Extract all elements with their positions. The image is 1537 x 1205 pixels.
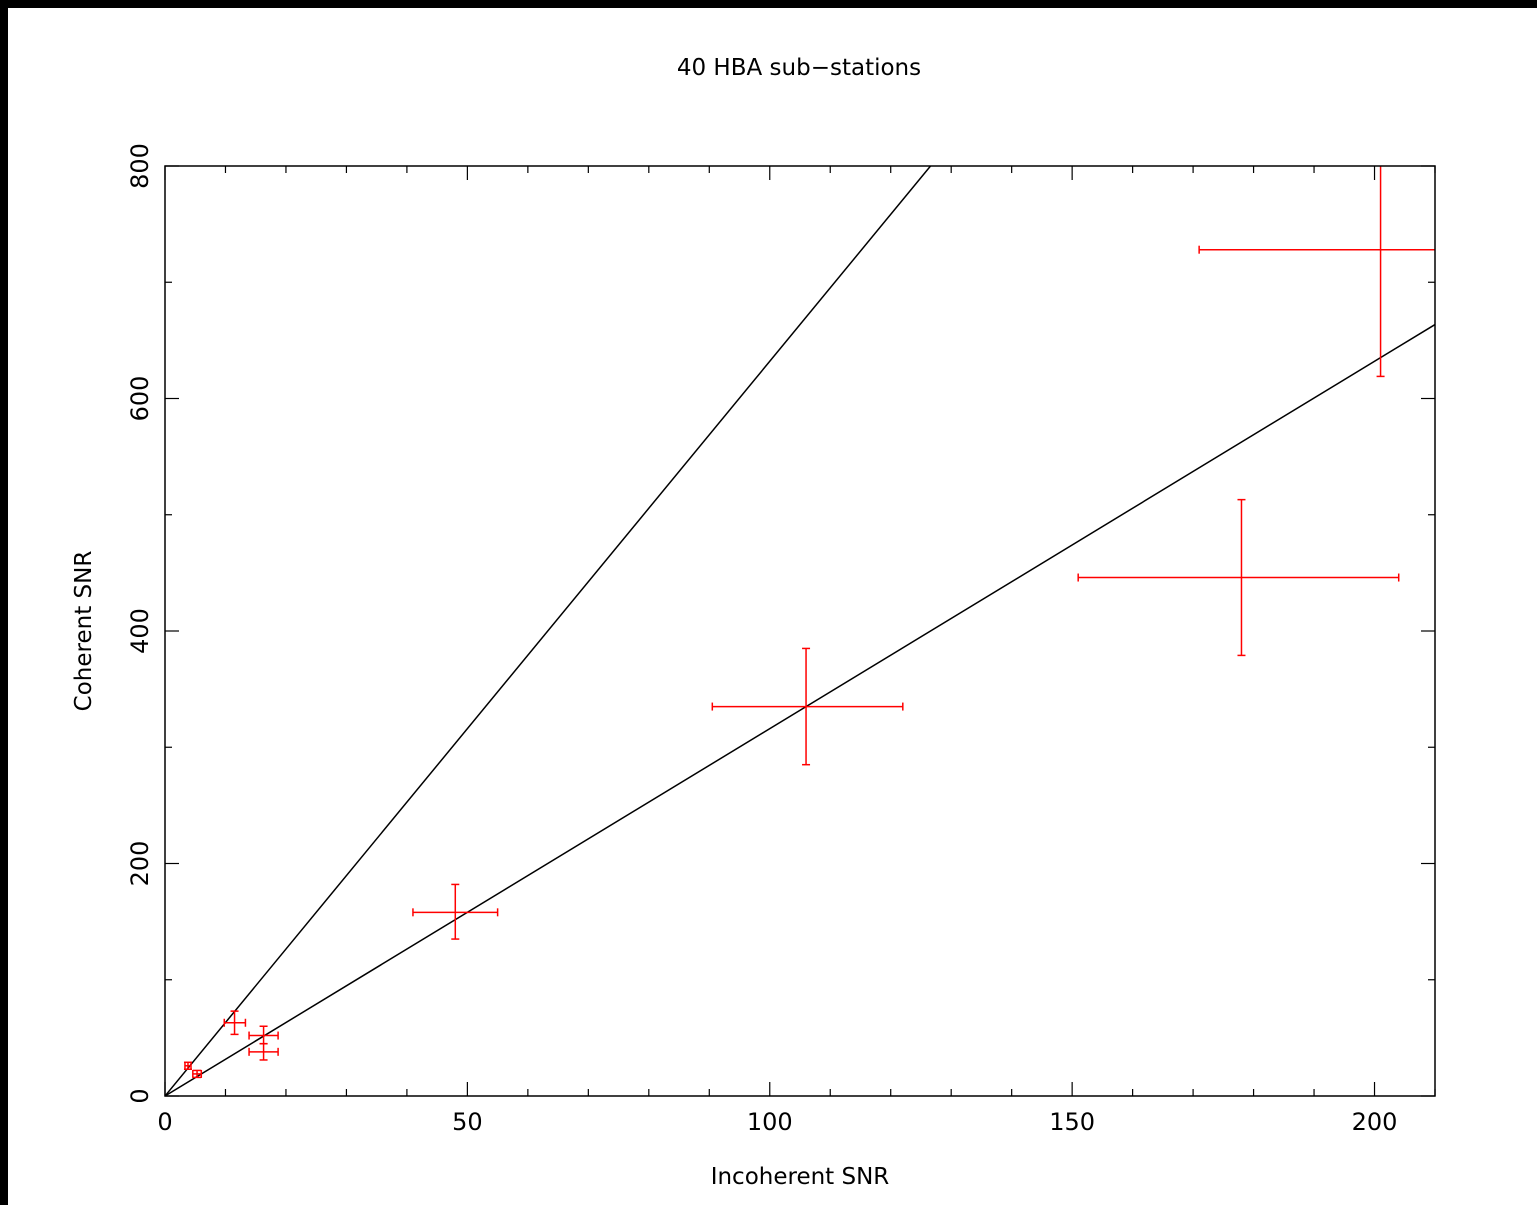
x-tick-label: 0 <box>157 1108 172 1136</box>
reference-line-2 <box>165 323 1435 1096</box>
plot-frame <box>164 165 1436 1097</box>
data-point-3 <box>223 1010 247 1036</box>
data-point-9 <box>1198 166 1435 378</box>
reference-line-1 <box>165 166 932 1096</box>
x-axis-label: Incoherent SNR <box>711 1164 890 1190</box>
x-tick-label: 100 <box>747 1108 793 1136</box>
x-tick-label: 200 <box>1352 1108 1398 1136</box>
data-points <box>183 166 1435 1079</box>
axis-tick-labels: 0 50 100 150 200 0 200 400 600 800 <box>126 143 1397 1136</box>
data-point-5 <box>248 1042 279 1061</box>
x-tick-label: 150 <box>1049 1108 1095 1136</box>
data-point-2 <box>192 1069 203 1079</box>
y-tick-label: 400 <box>126 608 154 654</box>
data-point-8 <box>1077 498 1400 657</box>
data-point-1 <box>183 1061 192 1071</box>
data-point-7 <box>711 647 904 766</box>
data-point-6 <box>412 883 499 940</box>
x-tick-label: 50 <box>452 1108 483 1136</box>
y-tick-label: 800 <box>126 143 154 189</box>
chart-background <box>8 8 1537 1205</box>
y-tick-label: 0 <box>126 1088 154 1103</box>
y-tick-label: 200 <box>126 841 154 887</box>
reference-lines <box>165 166 1435 1096</box>
chart-title: 40 HBA sub−stations <box>677 55 921 81</box>
y-tick-label: 600 <box>126 376 154 422</box>
y-axis-label: Coherent SNR <box>71 551 97 712</box>
